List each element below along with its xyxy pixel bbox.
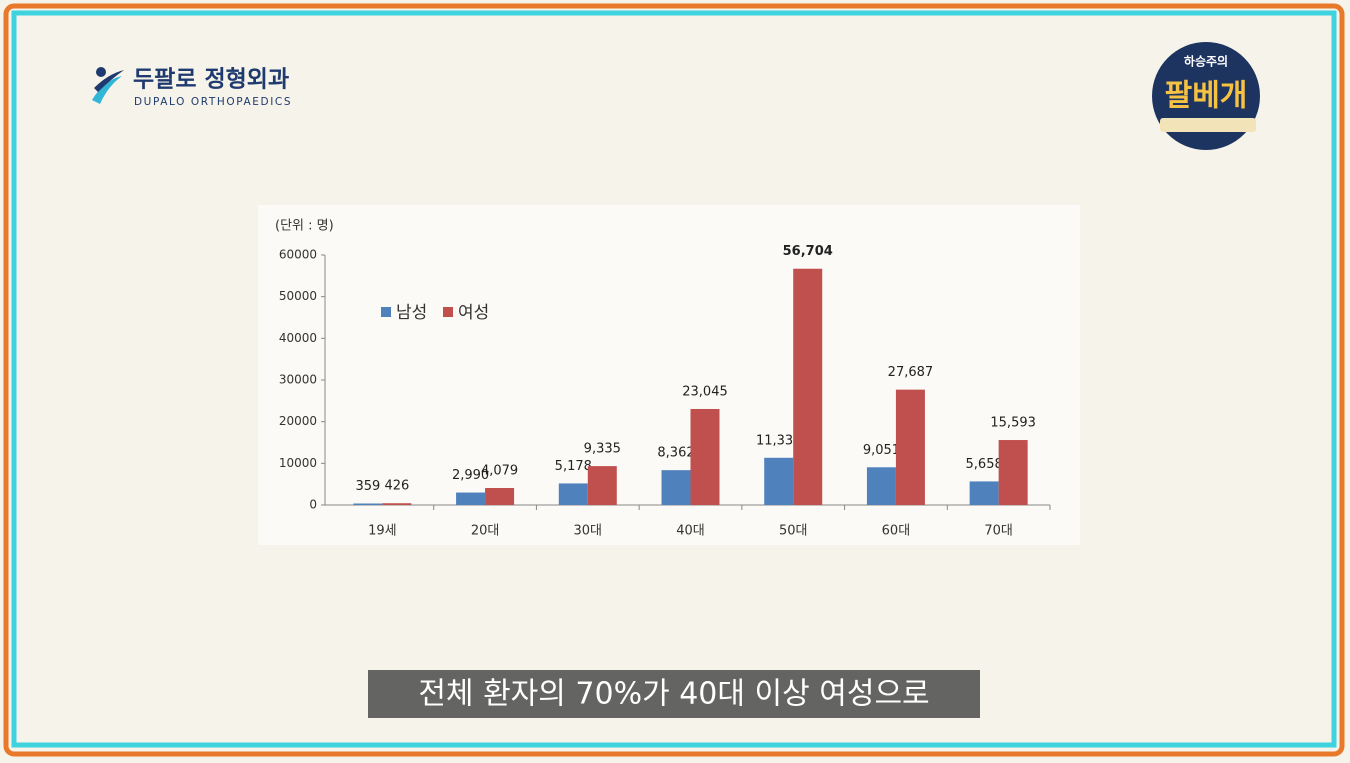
value-label: 27,687: [888, 365, 934, 380]
logo-swoosh: [94, 70, 124, 92]
value-label: 5,178: [555, 459, 592, 474]
caption: 전체 환자의 70%가 40대 이상 여성으로: [418, 677, 929, 712]
bar: [895, 389, 925, 505]
bar: [587, 466, 617, 505]
legend-swatch: [443, 307, 453, 317]
y-tick-label: 50000: [279, 289, 317, 303]
bar: [456, 492, 486, 505]
bar: [793, 268, 823, 505]
bar: [969, 481, 999, 505]
y-tick-label: 30000: [279, 373, 317, 387]
logo-dot: [96, 67, 106, 77]
bar: [661, 470, 691, 505]
y-tick-label: 60000: [279, 248, 317, 262]
value-label: 23,045: [682, 384, 728, 399]
value-label: 5,658: [966, 457, 1003, 472]
value-label: 4,079: [481, 464, 518, 479]
badge: 하승주의 팔베개: [1152, 42, 1260, 150]
y-tick-label: 0: [309, 498, 317, 512]
logo-name: 두팔로 정형외과: [133, 67, 289, 93]
y-tick-label: 10000: [279, 456, 317, 470]
x-tick-label: 19세: [368, 524, 397, 539]
value-label: 8,362: [657, 446, 694, 461]
badge-top: 하승주의: [1184, 54, 1228, 69]
bar: [485, 488, 515, 505]
value-label: 15,593: [990, 416, 1036, 431]
value-label: 359: [355, 479, 380, 494]
bar: [690, 408, 720, 505]
x-tick-label: 50대: [779, 524, 808, 539]
x-tick-label: 30대: [574, 524, 603, 539]
y-tick-label: 20000: [279, 414, 317, 428]
value-label: 9,335: [584, 442, 621, 457]
value-label: 11,330: [756, 433, 802, 448]
value-label: 9,051: [863, 443, 900, 458]
outer-border: [3, 3, 1345, 757]
value-label: 426: [384, 479, 409, 494]
logo-subtitle: DUPALO ORTHOPAEDICS: [134, 96, 292, 108]
value-label: 2,990: [452, 468, 489, 483]
value-label: 56,704: [783, 244, 833, 259]
logo: 두팔로 정형외과 DUPALO ORTHOPAEDICS: [92, 67, 292, 108]
x-tick-label: 20대: [471, 524, 500, 539]
x-tick-label: 60대: [882, 524, 911, 539]
x-tick-label: 70대: [984, 524, 1013, 539]
unit-label: (단위 : 명): [275, 219, 334, 234]
bar: [866, 467, 896, 505]
caption-box: [368, 670, 980, 718]
x-tick-label: 40대: [676, 524, 705, 539]
logo-swoosh: [92, 76, 122, 104]
bar: [353, 503, 383, 505]
bar: [764, 457, 794, 505]
legend-label: 남성: [396, 303, 427, 323]
legend-label: 여성: [458, 303, 489, 323]
y-tick-label: 40000: [279, 331, 317, 345]
bar: [998, 440, 1028, 505]
badge-ribbon: [1160, 118, 1256, 132]
bar: [558, 483, 588, 505]
bar: [382, 503, 412, 505]
legend-swatch: [381, 307, 391, 317]
inner-border: [11, 10, 1337, 748]
badge-main: 팔베개: [1165, 79, 1248, 114]
